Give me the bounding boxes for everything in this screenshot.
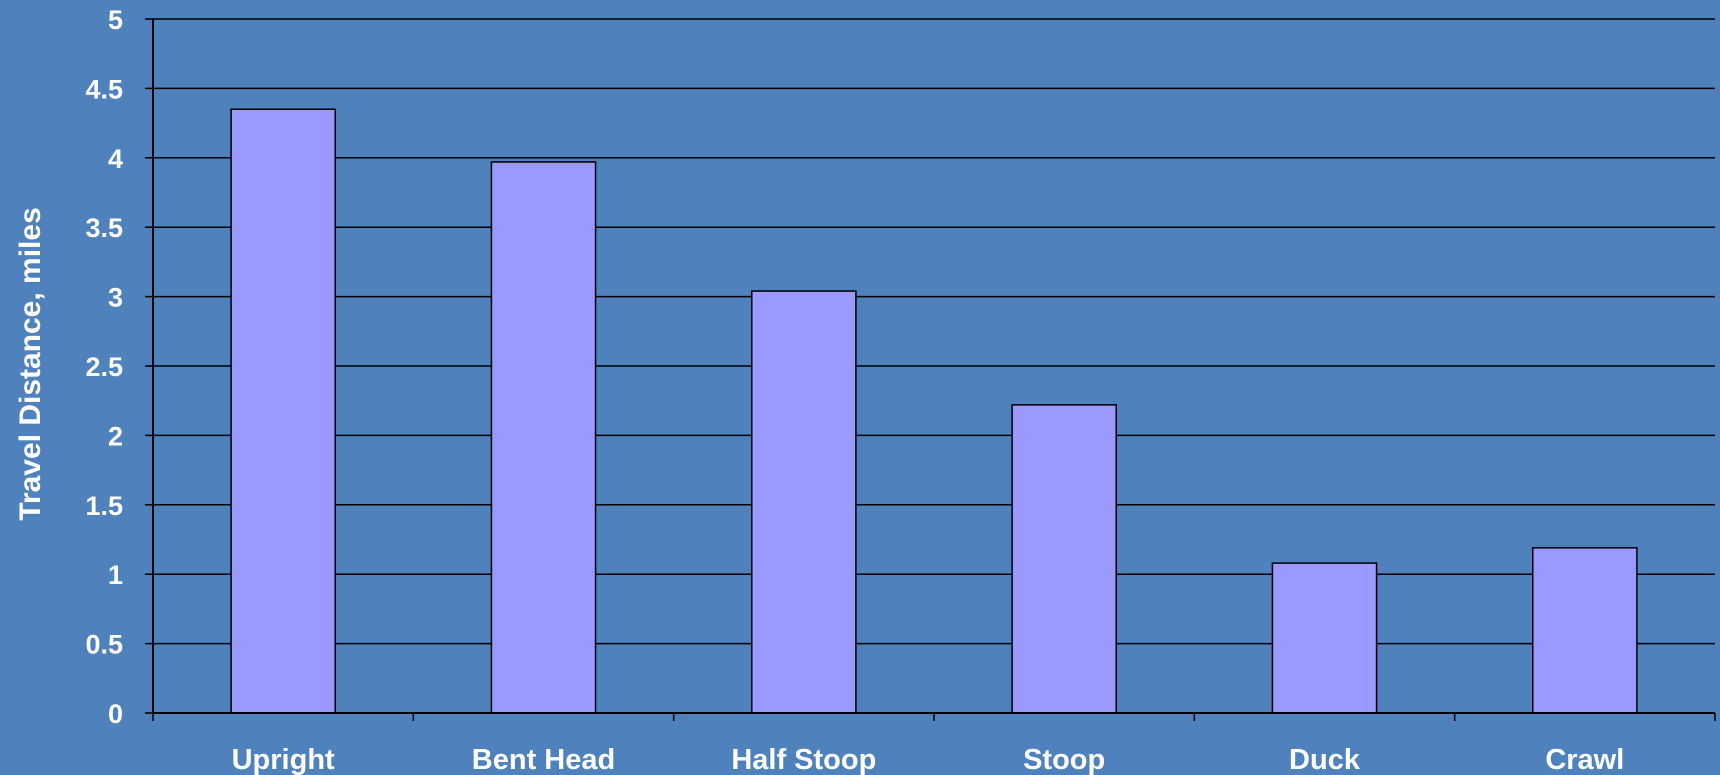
x-category-label: Half Stoop — [731, 744, 876, 775]
y-tick-label: 4.5 — [85, 74, 123, 104]
y-tick-label: 2.5 — [85, 352, 123, 382]
axes — [145, 18, 1716, 721]
y-tick-label: 1.5 — [85, 491, 123, 521]
y-tick-label: 1 — [108, 560, 123, 590]
bar-upright — [230, 108, 336, 714]
x-category-label: Bent Head — [472, 744, 615, 775]
x-category-label: Duck — [1289, 744, 1361, 775]
bar-half-stoop — [751, 290, 857, 714]
x-category-label: Upright — [232, 744, 335, 775]
y-tick-label: 5 — [108, 5, 123, 35]
x-category-label: Stoop — [1023, 744, 1105, 775]
bar-bent-head — [490, 161, 597, 714]
y-tick-label: 0.5 — [85, 630, 123, 660]
y-tick-label: 3 — [108, 283, 123, 313]
y-tick-labels: 0 0.5 1 1.5 2 2.5 3 3.5 4 4.5 5 — [85, 5, 123, 729]
y-tick-label: 4 — [108, 144, 123, 174]
y-axis-title: Travel Distance, miles — [14, 207, 47, 521]
gridlines — [153, 18, 1715, 645]
y-tick-label: 3.5 — [85, 213, 123, 243]
bar-crawl — [1532, 547, 1638, 714]
x-category-labels: Upright Bent Head Half Stoop Stoop Duck Crawl — [232, 744, 1625, 775]
y-tick-label: 0 — [108, 699, 123, 729]
bar-duck — [1271, 562, 1378, 714]
bar-stoop — [1011, 404, 1117, 714]
y-tick-label: 2 — [108, 421, 123, 451]
x-category-label: Crawl — [1545, 744, 1624, 775]
bars — [230, 108, 1638, 714]
